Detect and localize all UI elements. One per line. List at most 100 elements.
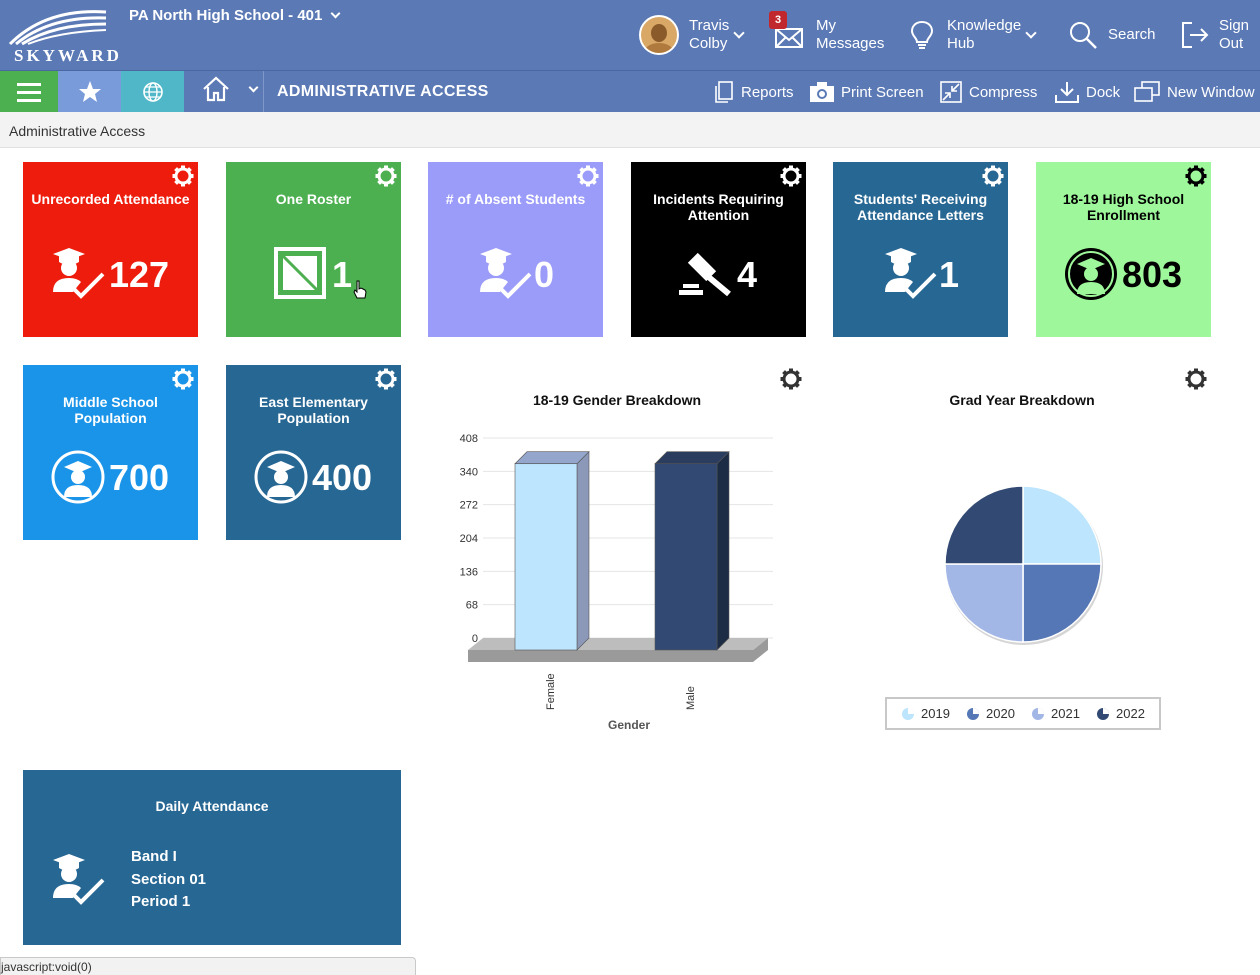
widget-daily-attendance[interactable]: Daily Attendance Band I Section 01 Perio… (23, 770, 401, 945)
web-button[interactable] (121, 71, 184, 113)
y-tick-label: 68 (466, 600, 478, 612)
gear-icon[interactable] (982, 165, 1004, 187)
widget-middle-school-population[interactable]: Middle School Population 700 (23, 365, 198, 540)
knowledge-label-1: Knowledge (947, 17, 1022, 34)
widget-title: 18-19 High School Enrollment (1062, 191, 1185, 223)
widget-incidents[interactable]: Incidents Requiring Attention 4 (631, 162, 806, 337)
dock-button[interactable]: Dock (1054, 79, 1120, 105)
page-title: ADMINISTRATIVE ACCESS (277, 83, 489, 100)
pie-slice-2020[interactable] (1022, 563, 1102, 643)
pie-slice-2022[interactable] (944, 485, 1024, 565)
logo-swoosh-icon (8, 10, 107, 46)
roster-square-icon (274, 247, 326, 299)
knowledge-hub-menu[interactable]: Knowledge Hub (909, 0, 1037, 70)
widget-title: Middle School Population (63, 394, 158, 426)
legend-item-2021[interactable]: 2021 (1031, 706, 1080, 721)
compress-button[interactable]: Compress (939, 79, 1037, 105)
reports-button[interactable]: Reports (713, 79, 794, 105)
gear-icon[interactable] (577, 165, 599, 187)
download-icon (1055, 82, 1079, 103)
widget-count: 4 (737, 254, 758, 295)
widget-count: 0 (534, 254, 555, 295)
user-first-name: Travis (689, 17, 730, 34)
logo-text: SKYWARD (14, 46, 122, 65)
bar-male[interactable] (654, 451, 730, 651)
band-label: Band I (131, 848, 177, 865)
sign-out-label-2: Out (1219, 35, 1244, 52)
gear-icon[interactable] (1185, 368, 1207, 390)
widget-title: Students' Receiving Attendance Letters (853, 191, 988, 223)
school-selector[interactable]: PA North High School - 401 (129, 7, 341, 24)
widget-count: 400 (312, 457, 373, 498)
star-icon (78, 81, 101, 102)
y-tick-label: 272 (460, 500, 478, 512)
gear-icon[interactable] (780, 165, 802, 187)
graduate-circle-icon (1065, 248, 1117, 300)
documents-icon (715, 81, 733, 103)
widget-title: Incidents Requiring Attention (653, 191, 784, 223)
widget-high-school-enrollment[interactable]: 18-19 High School Enrollment 803 (1036, 162, 1211, 337)
widget-unrecorded-attendance[interactable]: Unrecorded Attendance 127 (23, 162, 198, 337)
gear-icon[interactable] (780, 368, 802, 390)
sign-out-icon (1182, 22, 1209, 48)
pie-legend-icon (967, 707, 980, 720)
dock-label: Dock (1086, 83, 1121, 101)
widget-count: 127 (109, 254, 170, 295)
legend-item-2019[interactable]: 2019 (901, 706, 950, 721)
status-bar: javascript:void(0) (0, 957, 416, 975)
y-tick-label: 340 (460, 466, 478, 478)
widget-east-elementary-population[interactable]: East Elementary Population 400 (226, 365, 401, 540)
gavel-icon (679, 252, 731, 297)
home-button[interactable] (184, 71, 264, 113)
nav-bar: ADMINISTRATIVE ACCESS Reports Print Scre… (0, 70, 1260, 113)
gear-icon[interactable] (1185, 165, 1207, 187)
new-window-button[interactable]: New Window (1133, 79, 1255, 105)
user-menu[interactable]: Travis Colby (639, 0, 745, 70)
print-screen-button[interactable]: Print Screen (809, 79, 924, 105)
main-menu-button[interactable] (0, 71, 58, 113)
messages-button[interactable]: My Messages (774, 0, 884, 70)
pie-legend-icon (1032, 707, 1045, 720)
widget-absent-students[interactable]: # of Absent Students 0 (428, 162, 603, 337)
bar-chart-title: 18-19 Gender Breakdown (532, 392, 702, 408)
messages-label-1: My (816, 17, 836, 34)
hand-cursor-icon (353, 280, 367, 299)
widget-count: 1 (332, 254, 353, 295)
gear-icon[interactable] (375, 165, 397, 187)
widget-title: Daily Attendance (155, 798, 269, 814)
y-tick-label: 0 (472, 633, 478, 645)
pie-slice-2021[interactable] (944, 563, 1024, 643)
messages-count-badge: 3 (769, 11, 787, 29)
new-window-label: New Window (1167, 83, 1255, 101)
pie-legend-icon (902, 707, 915, 720)
legend-item-2020[interactable]: 2020 (966, 706, 1015, 721)
widget-one-roster[interactable]: One Roster 1 (226, 162, 401, 337)
home-icon (202, 76, 229, 102)
legend-item-2022[interactable]: 2022 (1096, 706, 1145, 721)
search-label: Search (1108, 26, 1156, 43)
avatar (639, 15, 679, 55)
x-tick-label: Female (545, 673, 557, 710)
knowledge-label-2: Hub (947, 35, 975, 52)
pie-legend: 2019 2020 2021 2022 (885, 697, 1161, 730)
widget-count: 1 (939, 254, 960, 295)
favorites-button[interactable] (58, 71, 121, 113)
user-last-name: Colby (689, 35, 728, 52)
bar-female[interactable] (514, 451, 590, 651)
y-tick-label: 408 (460, 433, 478, 445)
hamburger-icon (17, 83, 41, 102)
chevron-down-icon (1025, 26, 1037, 39)
skyward-logo[interactable]: SKYWARD (6, 6, 119, 65)
y-tick-label: 136 (460, 566, 478, 578)
search-button[interactable]: Search (1068, 0, 1156, 70)
gear-icon[interactable] (375, 368, 397, 390)
x-axis-label: Gender (608, 718, 650, 732)
gear-icon[interactable] (172, 368, 194, 390)
sign-out-button[interactable]: Sign Out (1180, 0, 1249, 70)
gender-breakdown-chart: 0 68 136 204 272 340 408 Female Male Gender (460, 433, 773, 732)
pie-slice-2019[interactable] (1022, 485, 1102, 565)
widget-attendance-letters[interactable]: Students' Receiving Attendance Letters 1 (833, 162, 1008, 337)
chevron-down-icon (330, 8, 341, 19)
new-window-icon (1134, 81, 1160, 102)
gear-icon[interactable] (172, 165, 194, 187)
